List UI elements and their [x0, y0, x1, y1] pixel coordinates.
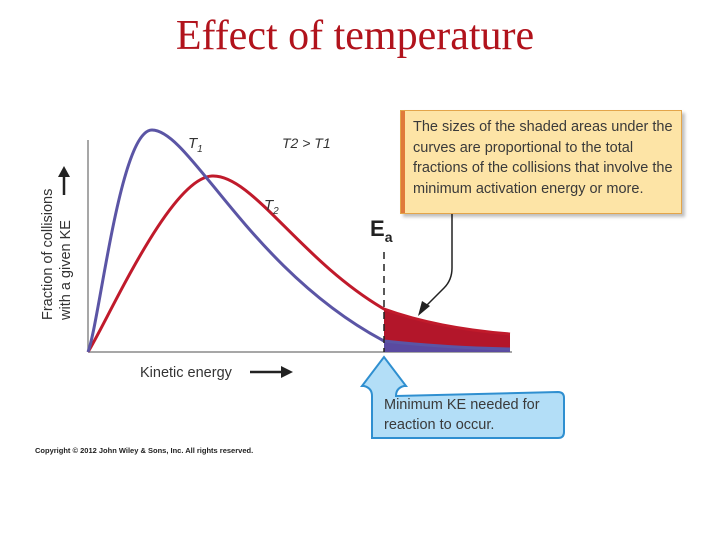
curve-t2: [86, 174, 511, 353]
y-axis-label: Fraction of collisions with a given KE: [40, 189, 74, 321]
ea-label-main: E: [370, 216, 385, 241]
curve-label-t2: T2: [264, 197, 279, 217]
curve-label-t1: T1: [188, 135, 203, 155]
inequality-label: T2 > T1: [282, 135, 331, 151]
copyright-notice: Copyright © 2012 John Wiley & Sons, Inc.…: [35, 446, 254, 455]
ea-label-sub: a: [384, 229, 393, 245]
x-axis-arrow-icon: [250, 366, 293, 378]
callout-bottom-text: Minimum KE needed for reaction to occur.: [384, 397, 540, 433]
slide-title: Effect of temperature: [175, 13, 535, 59]
callout-top-accent: [401, 111, 405, 213]
x-axis-label: Kinetic energy: [140, 365, 233, 381]
pointer-arrow-icon: [418, 214, 453, 316]
y-axis-label-line1: Fraction of collisions: [40, 189, 56, 320]
curve-t1: [86, 128, 511, 353]
y-axis-arrow-icon: [58, 166, 70, 195]
callout-bottom-shape: [359, 355, 565, 439]
callout-top-text: The sizes of the shaded areas under the …: [413, 119, 673, 197]
callout-top: The sizes of the shaded areas under the …: [400, 110, 682, 214]
ea-label: Ea: [370, 216, 392, 245]
y-axis-label-line2: with a given KE: [58, 220, 74, 321]
